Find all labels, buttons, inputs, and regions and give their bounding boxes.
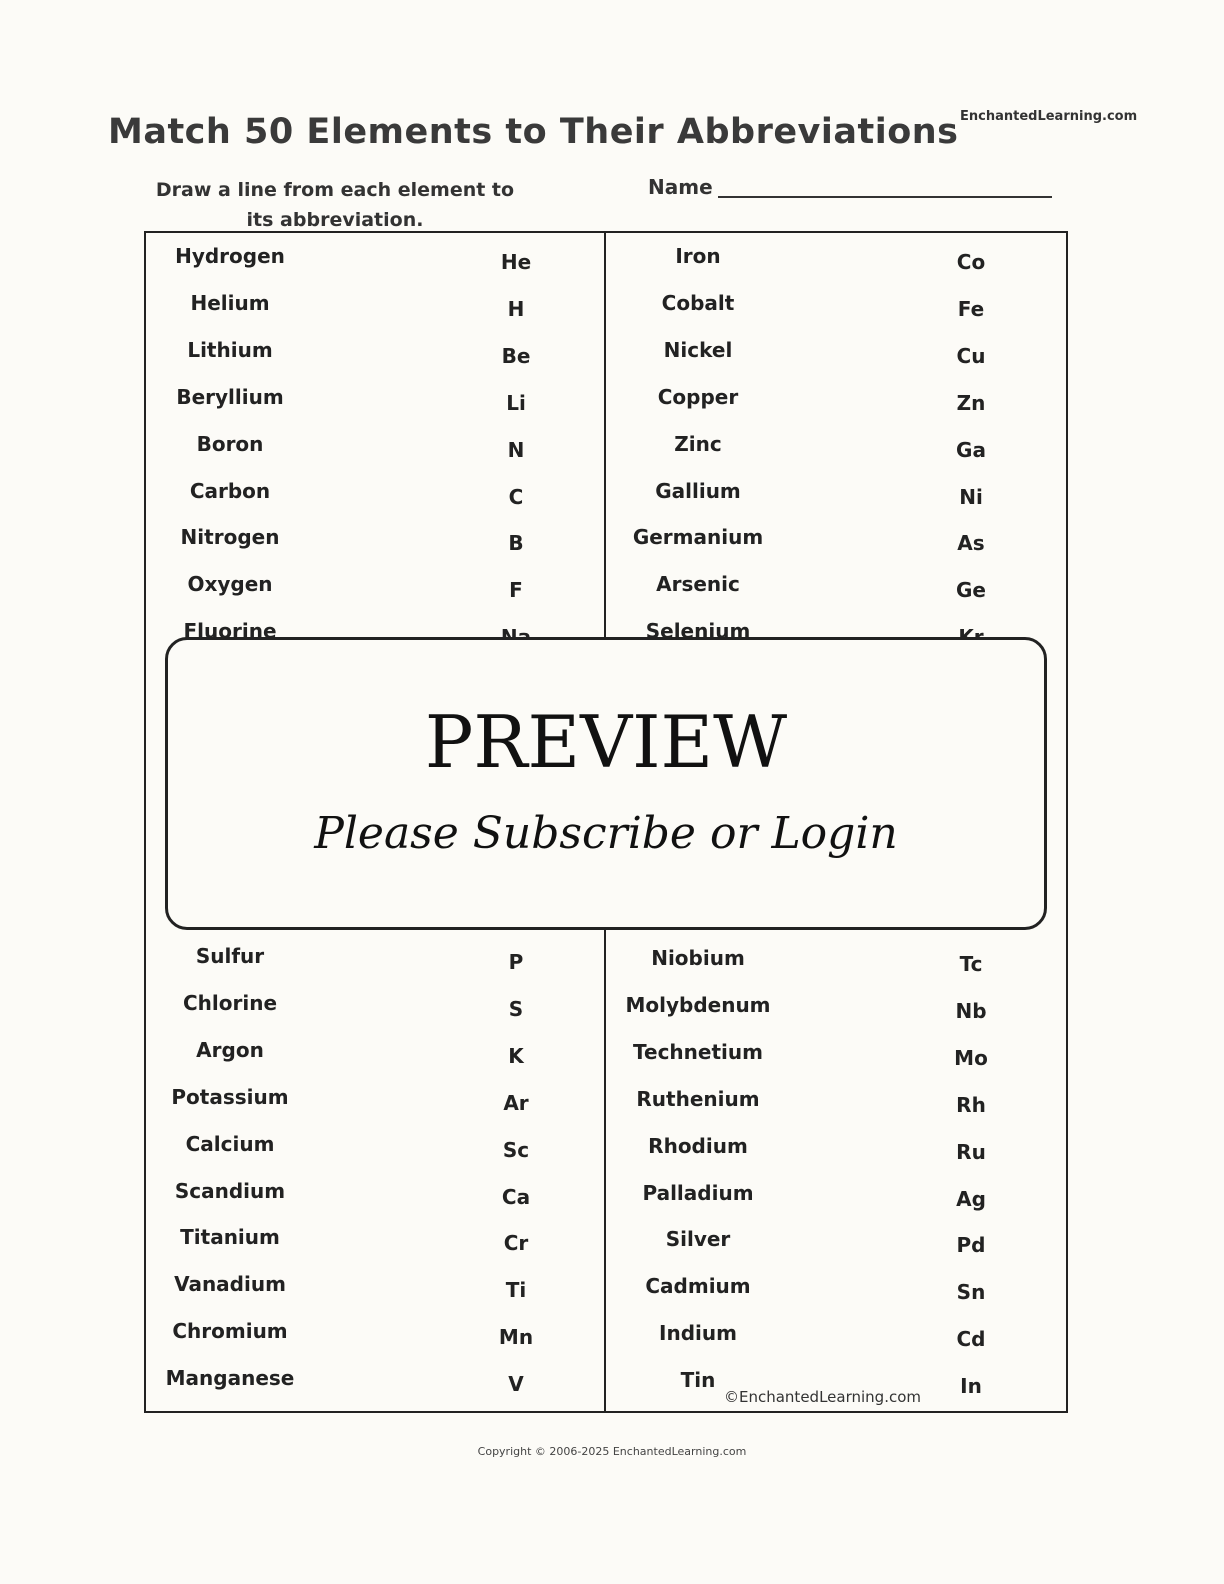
element-item: Manganese xyxy=(165,1366,295,1391)
subscribe-login-text[interactable]: Please Subscribe or Login xyxy=(314,808,898,859)
abbreviation-item: Zn xyxy=(956,390,986,415)
preview-heading: PREVIEW xyxy=(424,700,788,784)
element-item: Iron xyxy=(675,244,721,268)
abbreviation-item: In xyxy=(960,1374,982,1399)
element-item: Molybdenum xyxy=(625,992,771,1017)
element-item: Titanium xyxy=(180,1225,280,1250)
abbreviation-item: F xyxy=(509,578,523,603)
name-label: Name xyxy=(648,175,713,199)
element-item: Oxygen xyxy=(187,572,273,597)
element-item: Argon xyxy=(196,1037,264,1062)
element-item: Beryllium xyxy=(176,384,284,409)
abbreviation-item: He xyxy=(500,250,532,274)
abbreviation-item: Ge xyxy=(956,578,986,603)
abbreviation-item: As xyxy=(957,531,985,556)
abbreviation-item: Sn xyxy=(956,1280,986,1305)
element-item: Silver xyxy=(665,1227,731,1252)
element-item: Sulfur xyxy=(195,944,265,968)
abbreviation-item: Ca xyxy=(501,1184,531,1209)
abbreviation-item: Cd xyxy=(956,1327,986,1352)
element-item: Carbon xyxy=(189,478,271,503)
abbreviation-item: Rh xyxy=(956,1092,986,1117)
abbreviation-item: Pd xyxy=(956,1233,986,1258)
element-item: Zinc xyxy=(674,431,722,456)
element-item: Indium xyxy=(659,1321,737,1346)
element-item: Rhodium xyxy=(648,1133,748,1158)
element-item: Chlorine xyxy=(182,990,278,1015)
abbreviation-item: Ar xyxy=(503,1090,529,1115)
element-item: Technetium xyxy=(633,1039,763,1064)
abbreviation-item: Ru xyxy=(956,1139,986,1164)
element-item: Hydrogen xyxy=(175,244,285,268)
abbreviation-item: Mo xyxy=(954,1045,988,1070)
element-item: Vanadium xyxy=(174,1272,286,1297)
element-item: Cobalt xyxy=(661,290,735,315)
element-item: Scandium xyxy=(174,1178,286,1203)
element-item: Gallium xyxy=(655,478,741,503)
abbreviation-item: Be xyxy=(501,343,531,368)
name-line xyxy=(718,196,1052,198)
abbreviation-item: Li xyxy=(506,390,526,415)
element-item: Tin xyxy=(680,1368,716,1393)
preview-overlay[interactable]: PREVIEW Please Subscribe or Login xyxy=(165,637,1047,930)
element-item: Palladium xyxy=(642,1180,754,1205)
element-item: Nickel xyxy=(663,337,733,362)
instructions: Draw a line from each element to its abb… xyxy=(155,179,515,231)
element-item: Copper xyxy=(657,384,739,409)
abbreviation-item: Ga xyxy=(956,437,986,462)
abbreviation-item: Ti xyxy=(505,1278,527,1303)
element-item: Arsenic xyxy=(656,572,740,597)
element-item: Cadmium xyxy=(645,1274,751,1299)
matching-table xyxy=(144,231,1068,1413)
abbreviation-item: K xyxy=(508,1043,524,1068)
element-item: Potassium xyxy=(171,1084,289,1109)
abbreviation-item: Ag xyxy=(956,1186,986,1211)
abbreviation-item: S xyxy=(508,996,524,1021)
watermark: ©EnchantedLearning.com xyxy=(724,1388,921,1406)
element-item: Calcium xyxy=(185,1131,275,1156)
abbreviation-item: Nb xyxy=(955,998,987,1023)
abbreviation-item: Ni xyxy=(959,484,983,509)
abbreviation-item: N xyxy=(507,437,525,462)
abbreviation-item: Cr xyxy=(503,1231,529,1256)
element-item: Boron xyxy=(196,431,264,456)
abbreviation-item: P xyxy=(508,950,524,974)
abbreviation-item: H xyxy=(507,296,525,321)
element-item: Ruthenium xyxy=(636,1086,760,1111)
abbreviation-item: Tc xyxy=(959,952,983,976)
abbreviation-item: Fe xyxy=(957,296,985,321)
page-title: Match 50 Elements to Their Abbreviations xyxy=(108,112,959,152)
abbreviation-item: C xyxy=(508,484,524,509)
abbreviation-item: V xyxy=(508,1372,524,1397)
site-name: EnchantedLearning.com xyxy=(960,109,1138,124)
abbreviation-item: Co xyxy=(956,250,986,274)
abbreviation-item: B xyxy=(508,531,524,556)
element-item: Nitrogen xyxy=(180,525,280,550)
footer-copyright: Copyright © 2006-2025 EnchantedLearning.… xyxy=(477,1445,747,1458)
abbreviation-item: Mn xyxy=(498,1325,534,1350)
abbreviation-item: Sc xyxy=(502,1137,530,1162)
element-item: Germanium xyxy=(632,525,764,550)
element-item: Chromium xyxy=(172,1319,288,1344)
abbreviation-item: Cu xyxy=(956,343,986,368)
element-item: Lithium xyxy=(187,337,273,362)
element-item: Helium xyxy=(190,290,270,315)
element-item: Niobium xyxy=(651,946,745,970)
